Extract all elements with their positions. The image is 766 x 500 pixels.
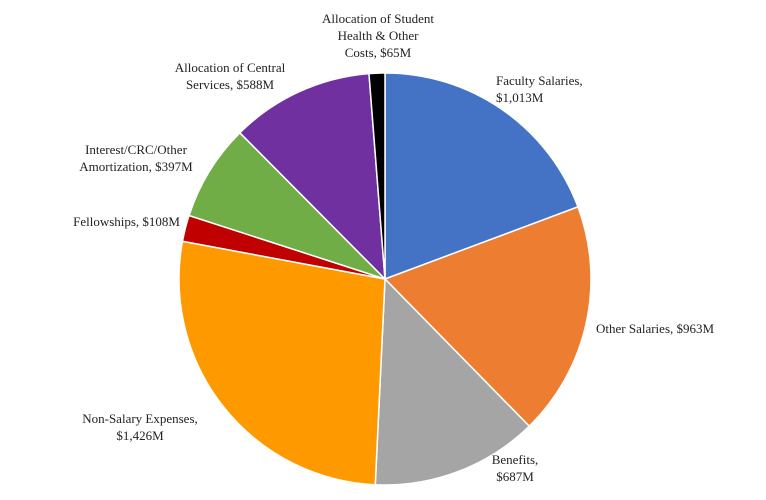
slice-benefits: [374, 277, 531, 486]
label-non-salary-expenses: Non-Salary Expenses, $1,426M: [82, 411, 198, 443]
label-central-services: Allocation of Central Services, $588M: [174, 60, 286, 92]
slice-faculty-salaries: [384, 72, 579, 281]
label-faculty-salaries: Faculty Salaries, $1,013M: [496, 73, 583, 105]
label-fellowships: Fellowships, $108M: [73, 214, 180, 229]
label-interest-amortization: Interest/CRC/Other Amortization, $397M: [79, 142, 193, 174]
label-other-salaries: Other Salaries, $963M: [596, 321, 715, 336]
label-benefits: Benefits, $687M: [491, 452, 539, 484]
label-student-health: Allocation of Student Health & Other Cos…: [322, 11, 434, 60]
slice-non-salary-expenses: [178, 240, 386, 486]
slice-interest-amortization: [188, 131, 386, 280]
slice-other-salaries: [383, 205, 592, 428]
slice-central-services: [238, 72, 386, 281]
slice-student-health: [368, 72, 386, 280]
